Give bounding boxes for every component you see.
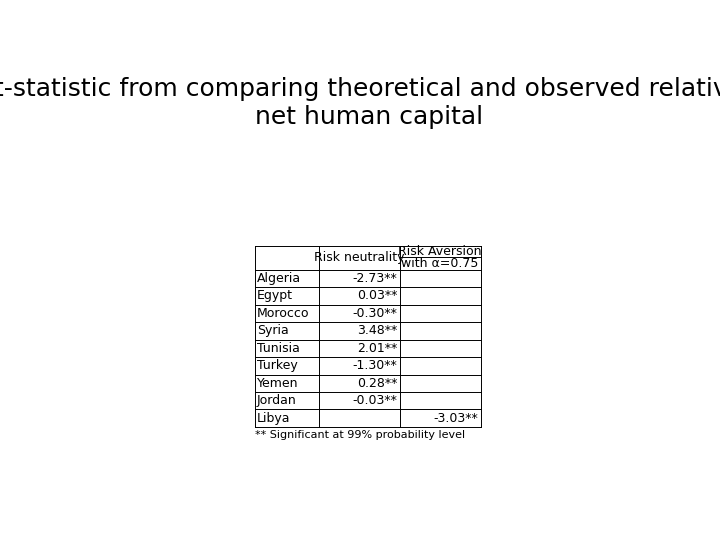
Text: 3.48**: 3.48**: [357, 325, 397, 338]
Text: 0.28**: 0.28**: [357, 377, 397, 390]
Text: 2.01**: 2.01**: [357, 342, 397, 355]
Text: Yemen: Yemen: [257, 377, 298, 390]
Text: Libya: Libya: [257, 411, 290, 425]
Text: Risk neutrality: Risk neutrality: [314, 251, 405, 264]
Text: ** Significant at 99% probability level: ** Significant at 99% probability level: [255, 430, 464, 440]
Text: -0.30**: -0.30**: [353, 307, 397, 320]
Text: -2.73**: -2.73**: [353, 272, 397, 285]
Text: Turkey: Turkey: [257, 359, 297, 373]
Text: -0.03**: -0.03**: [353, 394, 397, 407]
Text: Tunisia: Tunisia: [257, 342, 300, 355]
Text: Egypt: Egypt: [257, 289, 293, 302]
Text: Syria: Syria: [257, 325, 289, 338]
Text: t-statistic from comparing theoretical and observed relative
net human capital: t-statistic from comparing theoretical a…: [0, 77, 720, 129]
Text: with α=0.75: with α=0.75: [402, 256, 479, 269]
Text: -1.30**: -1.30**: [353, 359, 397, 373]
Text: Jordan: Jordan: [257, 394, 297, 407]
Text: 0.03**: 0.03**: [357, 289, 397, 302]
Text: -3.03**: -3.03**: [433, 411, 478, 425]
Text: Risk Aversion: Risk Aversion: [398, 245, 482, 258]
Text: Morocco: Morocco: [257, 307, 310, 320]
Text: Algeria: Algeria: [257, 272, 301, 285]
